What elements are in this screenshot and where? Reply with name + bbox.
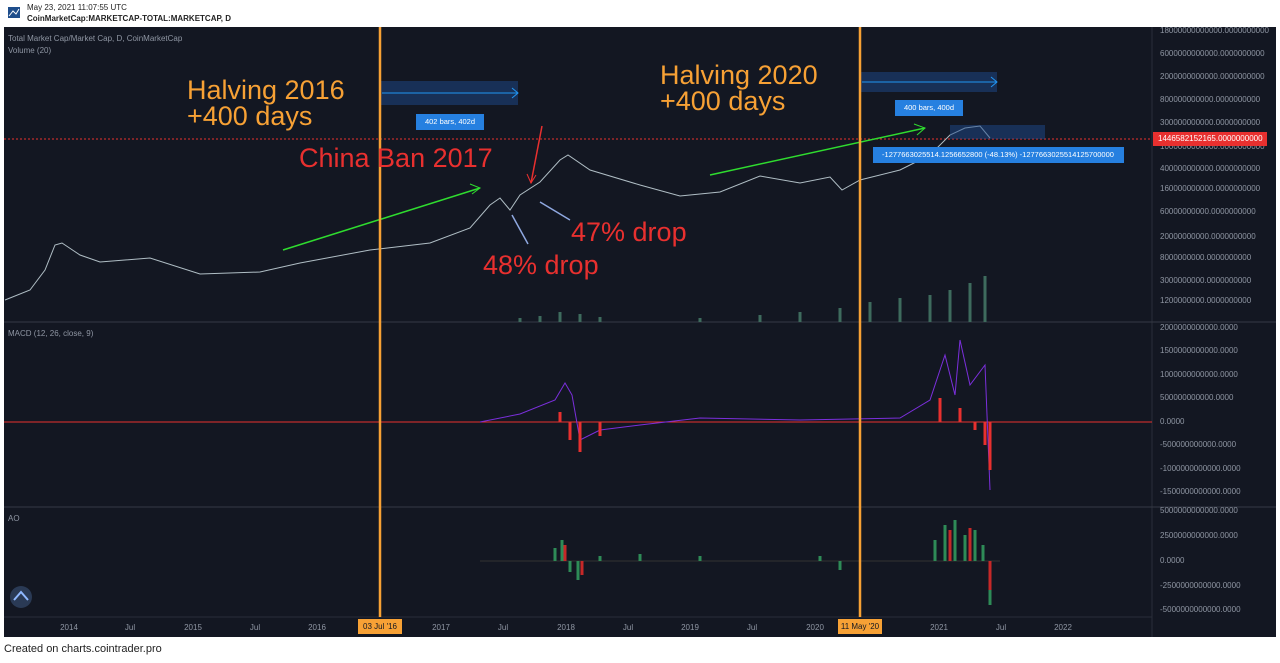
price-axis-label: 3000000000.0000000000 bbox=[1160, 276, 1252, 285]
symbol: CoinMarketCap:MARKETCAP-TOTAL:MARKETCAP,… bbox=[27, 14, 231, 23]
pane-title: Volume (20) bbox=[8, 46, 51, 55]
pane-title: Total Market Cap/Market Cap, D, CoinMark… bbox=[8, 34, 183, 43]
ao-axis-label: 5000000000000.0000 bbox=[1160, 506, 1238, 515]
price-axis-label: 20000000000.0000000000 bbox=[1160, 232, 1256, 241]
macd-axis-label: 2000000000000.0000 bbox=[1160, 323, 1238, 332]
time-axis-label: 2014 bbox=[60, 623, 78, 632]
macd-axis-label: -1000000000000.0000 bbox=[1160, 464, 1241, 473]
annotation: China Ban 2017 bbox=[299, 143, 493, 173]
annotation: +400 days bbox=[660, 86, 785, 116]
current-price: 1446582152165.0000000000 bbox=[1158, 134, 1263, 143]
time-axis-label: 2022 bbox=[1054, 623, 1072, 632]
time-axis-label: Jul bbox=[623, 623, 633, 632]
price-axis-label: 400000000000.0000000000 bbox=[1160, 164, 1261, 173]
macd-axis-label: 0.0000 bbox=[1160, 417, 1185, 426]
current-price-box bbox=[1153, 132, 1267, 146]
ao-axis-label: 0.0000 bbox=[1160, 556, 1185, 565]
annotation: 47% drop bbox=[571, 217, 687, 247]
time-axis-label: Jul bbox=[996, 623, 1006, 632]
measure-label: 402 bars, 402d bbox=[425, 117, 475, 126]
time-axis-label: Jul bbox=[747, 623, 757, 632]
ao-axis-label: -5000000000000.0000 bbox=[1160, 605, 1241, 614]
time-axis-label: 2015 bbox=[184, 623, 202, 632]
pane-title: MACD (12, 26, close, 9) bbox=[8, 329, 94, 338]
time-axis-label: 2016 bbox=[308, 623, 326, 632]
annotation: +400 days bbox=[187, 101, 312, 131]
annotation: Halving 2020 bbox=[660, 60, 818, 90]
time-axis-label: Jul bbox=[125, 623, 135, 632]
price-axis-label: 1200000000.0000000000 bbox=[1160, 296, 1252, 305]
macd-axis-label: 500000000000.0000 bbox=[1160, 393, 1234, 402]
price-axis-label: 6000000000000.0000000000 bbox=[1160, 49, 1265, 58]
marker-box bbox=[358, 619, 402, 634]
price-axis-label: 160000000000.0000000000 bbox=[1160, 184, 1261, 193]
price-axis-label: 60000000000.0000000000 bbox=[1160, 207, 1256, 216]
ao-axis-label: -2500000000000.0000 bbox=[1160, 581, 1241, 590]
macd-axis-label: 1000000000000.0000 bbox=[1160, 370, 1238, 379]
time-axis-label: 2020 bbox=[806, 623, 824, 632]
price-axis-label: 1000000000000.0000000000 bbox=[1160, 142, 1265, 151]
time-axis-label: Jul bbox=[498, 623, 508, 632]
time-axis-label: 2017 bbox=[432, 623, 450, 632]
measure-label: 400 bars, 400d bbox=[904, 103, 954, 112]
time-axis-label: 2021 bbox=[930, 623, 948, 632]
ao-axis-label: 2500000000000.0000 bbox=[1160, 531, 1238, 540]
annotation: Halving 2016 bbox=[187, 75, 345, 105]
time-axis-label: 2018 bbox=[557, 623, 575, 632]
pane-title: AO bbox=[8, 514, 20, 523]
time-axis-label: Jul bbox=[250, 623, 260, 632]
time-axis-label: 2019 bbox=[681, 623, 699, 632]
marker-box bbox=[838, 619, 882, 634]
macd-axis-label: -1500000000000.0000 bbox=[1160, 487, 1241, 496]
time-marker: 03 Jul '16 bbox=[363, 622, 398, 631]
timestamp: May 23, 2021 11:07:55 UTC bbox=[27, 3, 127, 12]
macd-axis-label: 1500000000000.0000 bbox=[1160, 346, 1238, 355]
price-axis-label: 8000000000.0000000000 bbox=[1160, 253, 1252, 262]
footer: Created on charts.cointrader.pro bbox=[4, 643, 162, 655]
macd-axis-label: -500000000000.0000 bbox=[1160, 440, 1237, 449]
price-axis-label: 18000000000000.0000000000 bbox=[1160, 26, 1270, 35]
price-axis-label: 2000000000000.0000000000 bbox=[1160, 72, 1265, 81]
price-axis-label: 800000000000.0000000000 bbox=[1160, 95, 1261, 104]
annotation: 48% drop bbox=[483, 250, 599, 280]
price-axis-label: 300000000000.0000000000 bbox=[1160, 118, 1261, 127]
measure-label: -1277663025514.1256652800 (-48.13%) -127… bbox=[882, 150, 1114, 159]
time-marker: 11 May '20 bbox=[841, 622, 880, 631]
